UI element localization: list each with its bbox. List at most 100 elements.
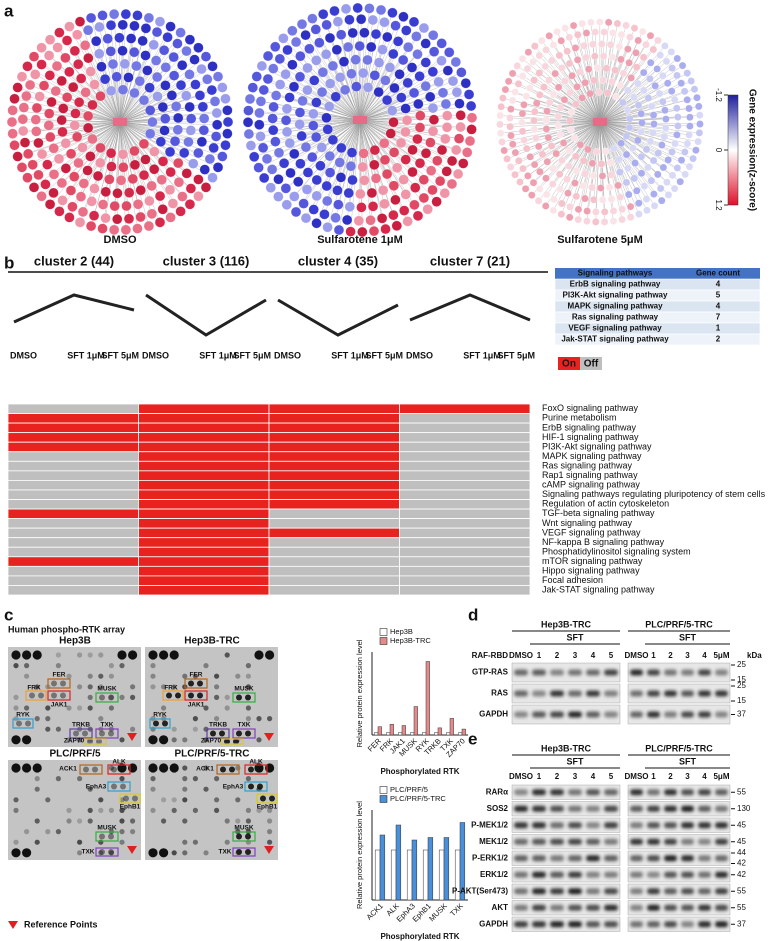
rtk-blot <box>145 760 278 860</box>
network-node <box>162 32 173 43</box>
heatmap-cell <box>138 518 270 529</box>
network-node <box>247 82 258 93</box>
network-node <box>50 85 61 97</box>
network-node <box>642 145 651 154</box>
network-node <box>85 66 96 77</box>
heatmap-cell <box>138 575 270 586</box>
network-edge <box>599 72 688 123</box>
network-node <box>604 89 612 97</box>
panel-label: c <box>4 605 13 624</box>
network-node <box>106 161 117 172</box>
network-edge <box>599 97 698 123</box>
network-edge <box>357 8 361 121</box>
blot-strip <box>511 867 621 883</box>
network-edge <box>549 35 601 123</box>
network-edge <box>316 119 361 224</box>
network-edge <box>599 40 659 123</box>
network-node <box>199 113 210 124</box>
blot-dot <box>11 735 21 745</box>
network-node <box>407 144 418 156</box>
network-node <box>100 186 111 197</box>
network-edge <box>299 76 361 121</box>
network-node <box>295 158 306 169</box>
blot-band <box>532 669 546 676</box>
network-node <box>370 173 382 184</box>
network-node <box>351 81 362 92</box>
legend-swatch <box>379 637 388 645</box>
blot-box-label: FER <box>53 672 66 679</box>
network-node <box>80 40 91 51</box>
network-edge <box>359 119 375 232</box>
network-node <box>630 174 639 183</box>
network-node <box>618 205 626 213</box>
network-node <box>321 180 332 192</box>
network-node <box>664 191 673 199</box>
network-node <box>436 144 448 156</box>
network-edge <box>359 43 442 121</box>
marker-label: 45 <box>737 837 746 846</box>
network-node <box>447 75 459 87</box>
heatmap-cell <box>399 537 531 548</box>
heatmap-cell <box>7 546 139 558</box>
network-edge <box>599 121 605 222</box>
network-node <box>598 40 606 48</box>
blot-strip <box>627 850 731 866</box>
network-node <box>127 173 138 185</box>
blot-dot <box>148 650 158 660</box>
network-node <box>302 167 314 178</box>
network-node <box>30 114 41 125</box>
network-node <box>391 220 402 231</box>
blot-band <box>604 838 618 845</box>
blot-dot <box>256 716 262 722</box>
network-node <box>581 194 589 203</box>
bar <box>410 732 415 736</box>
network-edge <box>79 21 121 123</box>
network-edge <box>359 81 454 121</box>
blot-dot <box>55 829 62 835</box>
blot-dot <box>214 673 220 679</box>
network-node <box>129 20 140 32</box>
lane-label: 5μM <box>713 772 729 781</box>
network-node <box>274 53 285 65</box>
network-node <box>109 200 120 212</box>
heatmap-cell <box>7 585 139 596</box>
network-edge <box>249 98 361 121</box>
network-node <box>516 178 524 186</box>
network-node <box>581 78 589 87</box>
blot-box-label: FRK <box>164 685 178 692</box>
blot-band <box>514 669 528 676</box>
network-title: DMSO <box>104 234 137 246</box>
heatmap-cell <box>399 422 531 434</box>
blot-dot <box>108 807 114 814</box>
legend-label: PLC/PRF/5-TRC <box>390 794 446 803</box>
treatment-label: SFT <box>679 632 697 642</box>
blot-dot <box>254 650 264 660</box>
network-node <box>625 59 633 67</box>
network-edge <box>595 121 601 222</box>
network-edge <box>599 89 695 123</box>
network-node <box>212 162 224 173</box>
blot-band <box>630 669 643 676</box>
network-node <box>695 129 704 137</box>
network-node <box>112 188 123 199</box>
table-cell: Jak-STAT signaling pathway <box>561 335 669 344</box>
network-node <box>16 71 28 82</box>
blot-dot <box>120 783 126 790</box>
network-node <box>631 159 639 167</box>
network-node <box>105 20 117 31</box>
blot-dot <box>192 776 198 782</box>
network-edge <box>522 58 601 123</box>
heatmap-cell <box>7 460 139 472</box>
blot-dot <box>159 735 169 745</box>
network-node <box>72 131 83 143</box>
blot-dot <box>236 849 242 855</box>
network-node <box>300 30 311 41</box>
blot-dot <box>24 673 30 679</box>
network-node <box>547 142 556 150</box>
blot-box <box>244 764 268 775</box>
blot-band <box>532 888 546 895</box>
network-node <box>268 125 279 136</box>
blot-dot <box>188 680 194 687</box>
blot-band <box>681 921 694 928</box>
network-node <box>624 45 632 53</box>
